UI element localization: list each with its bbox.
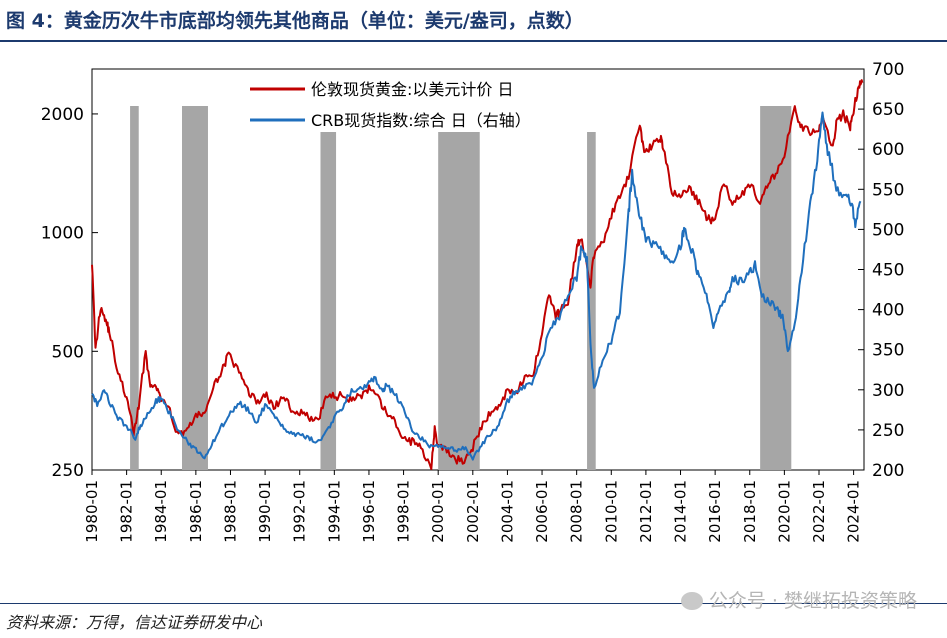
x-tick-label: 1980-01 xyxy=(83,480,101,543)
x-tick-label: 2018-01 xyxy=(741,480,759,543)
right-tick-label: 700 xyxy=(872,60,904,80)
series-line-crb xyxy=(91,111,862,461)
title-bar: 图 4：黄金历次牛市底部均领先其他商品（单位：美元/盎司，点数） xyxy=(0,0,947,42)
series-lines xyxy=(91,79,864,471)
x-tick-label: 1988-01 xyxy=(222,480,240,543)
left-tick-label: 250 xyxy=(52,461,84,481)
right-tick-label: 400 xyxy=(872,301,904,321)
legend: 伦敦现货黄金:以美元计价 日 CRB现货指数:综合 日（右轴） xyxy=(238,75,613,132)
x-tick-label: 2008-01 xyxy=(568,480,586,543)
right-tick-label: 350 xyxy=(872,341,904,361)
watermark-text: 公众号 · 樊继拓投资策略 xyxy=(708,590,917,612)
x-tick-label: 2016-01 xyxy=(706,480,724,543)
series-line-gold xyxy=(91,79,864,471)
x-tick-label: 2020-01 xyxy=(775,480,793,543)
right-axis: 200 250 300 350 400 450 500 550 600 650 700 xyxy=(858,60,904,481)
right-tick-label: 600 xyxy=(872,140,904,160)
x-tick-label: 1982-01 xyxy=(118,480,136,543)
x-tick-label: 2010-01 xyxy=(602,480,620,543)
wechat-icon xyxy=(680,592,703,610)
figure-title: 图 4：黄金历次牛市底部均领先其他商品（单位：美元/盎司，点数） xyxy=(6,10,584,32)
x-tick-label: 2000-01 xyxy=(429,480,447,543)
bottom-rule xyxy=(0,603,947,604)
right-tick-label: 450 xyxy=(872,261,904,281)
x-tick-label: 2024-01 xyxy=(845,480,863,543)
x-tick-label: 2006-01 xyxy=(533,480,551,543)
x-tick-label: 1994-01 xyxy=(325,480,343,543)
x-tick-label: 1996-01 xyxy=(360,480,378,543)
shaded-period-3 xyxy=(438,106,480,470)
x-tick-label: 1990-01 xyxy=(256,480,274,543)
x-tick-label: 1986-01 xyxy=(187,480,205,543)
left-tick-label: 500 xyxy=(52,342,84,362)
left-axis: 250 500 1000 2000 xyxy=(41,105,98,481)
x-tick-label: 1984-01 xyxy=(152,480,170,543)
shaded-period-0 xyxy=(130,106,139,470)
legend-label-1: CRB现货指数:综合 日（右轴） xyxy=(311,111,531,130)
right-tick-label: 500 xyxy=(872,220,904,240)
watermark: 公众号 · 樊继拓投资策略 xyxy=(680,586,917,613)
right-tick-label: 650 xyxy=(872,100,904,120)
x-axis: 1980-01 1982-01 1984-01 1986-01 1988-01 1990-… xyxy=(83,470,863,543)
x-tick-label: 1992-01 xyxy=(291,480,309,543)
x-tick-label: 2004-01 xyxy=(498,480,516,543)
right-tick-label: 550 xyxy=(872,180,904,200)
left-tick-label: 1000 xyxy=(41,224,84,244)
x-tick-label: 2002-01 xyxy=(464,480,482,543)
shaded-period-5 xyxy=(760,106,792,470)
right-tick-label: 250 xyxy=(872,421,904,441)
x-tick-label: 2012-01 xyxy=(637,480,655,543)
x-tick-label: 2022-01 xyxy=(810,480,828,543)
x-tick-label: 1998-01 xyxy=(395,480,413,543)
right-tick-label: 200 xyxy=(872,461,904,481)
source-note: 资料来源：万得，信达证券研发中心 xyxy=(6,613,263,632)
shaded-period-1 xyxy=(182,106,208,470)
right-tick-label: 300 xyxy=(872,381,904,401)
chart: 250 500 1000 2000 200 250 300 350 400 450 500 550 6… xyxy=(41,60,905,543)
x-tick-label: 2014-01 xyxy=(672,480,690,543)
left-tick-label: 2000 xyxy=(41,105,84,125)
shaded-period-2 xyxy=(320,106,337,470)
legend-label-0: 伦敦现货黄金:以美元计价 日 xyxy=(311,80,513,99)
title-rule xyxy=(0,40,947,42)
